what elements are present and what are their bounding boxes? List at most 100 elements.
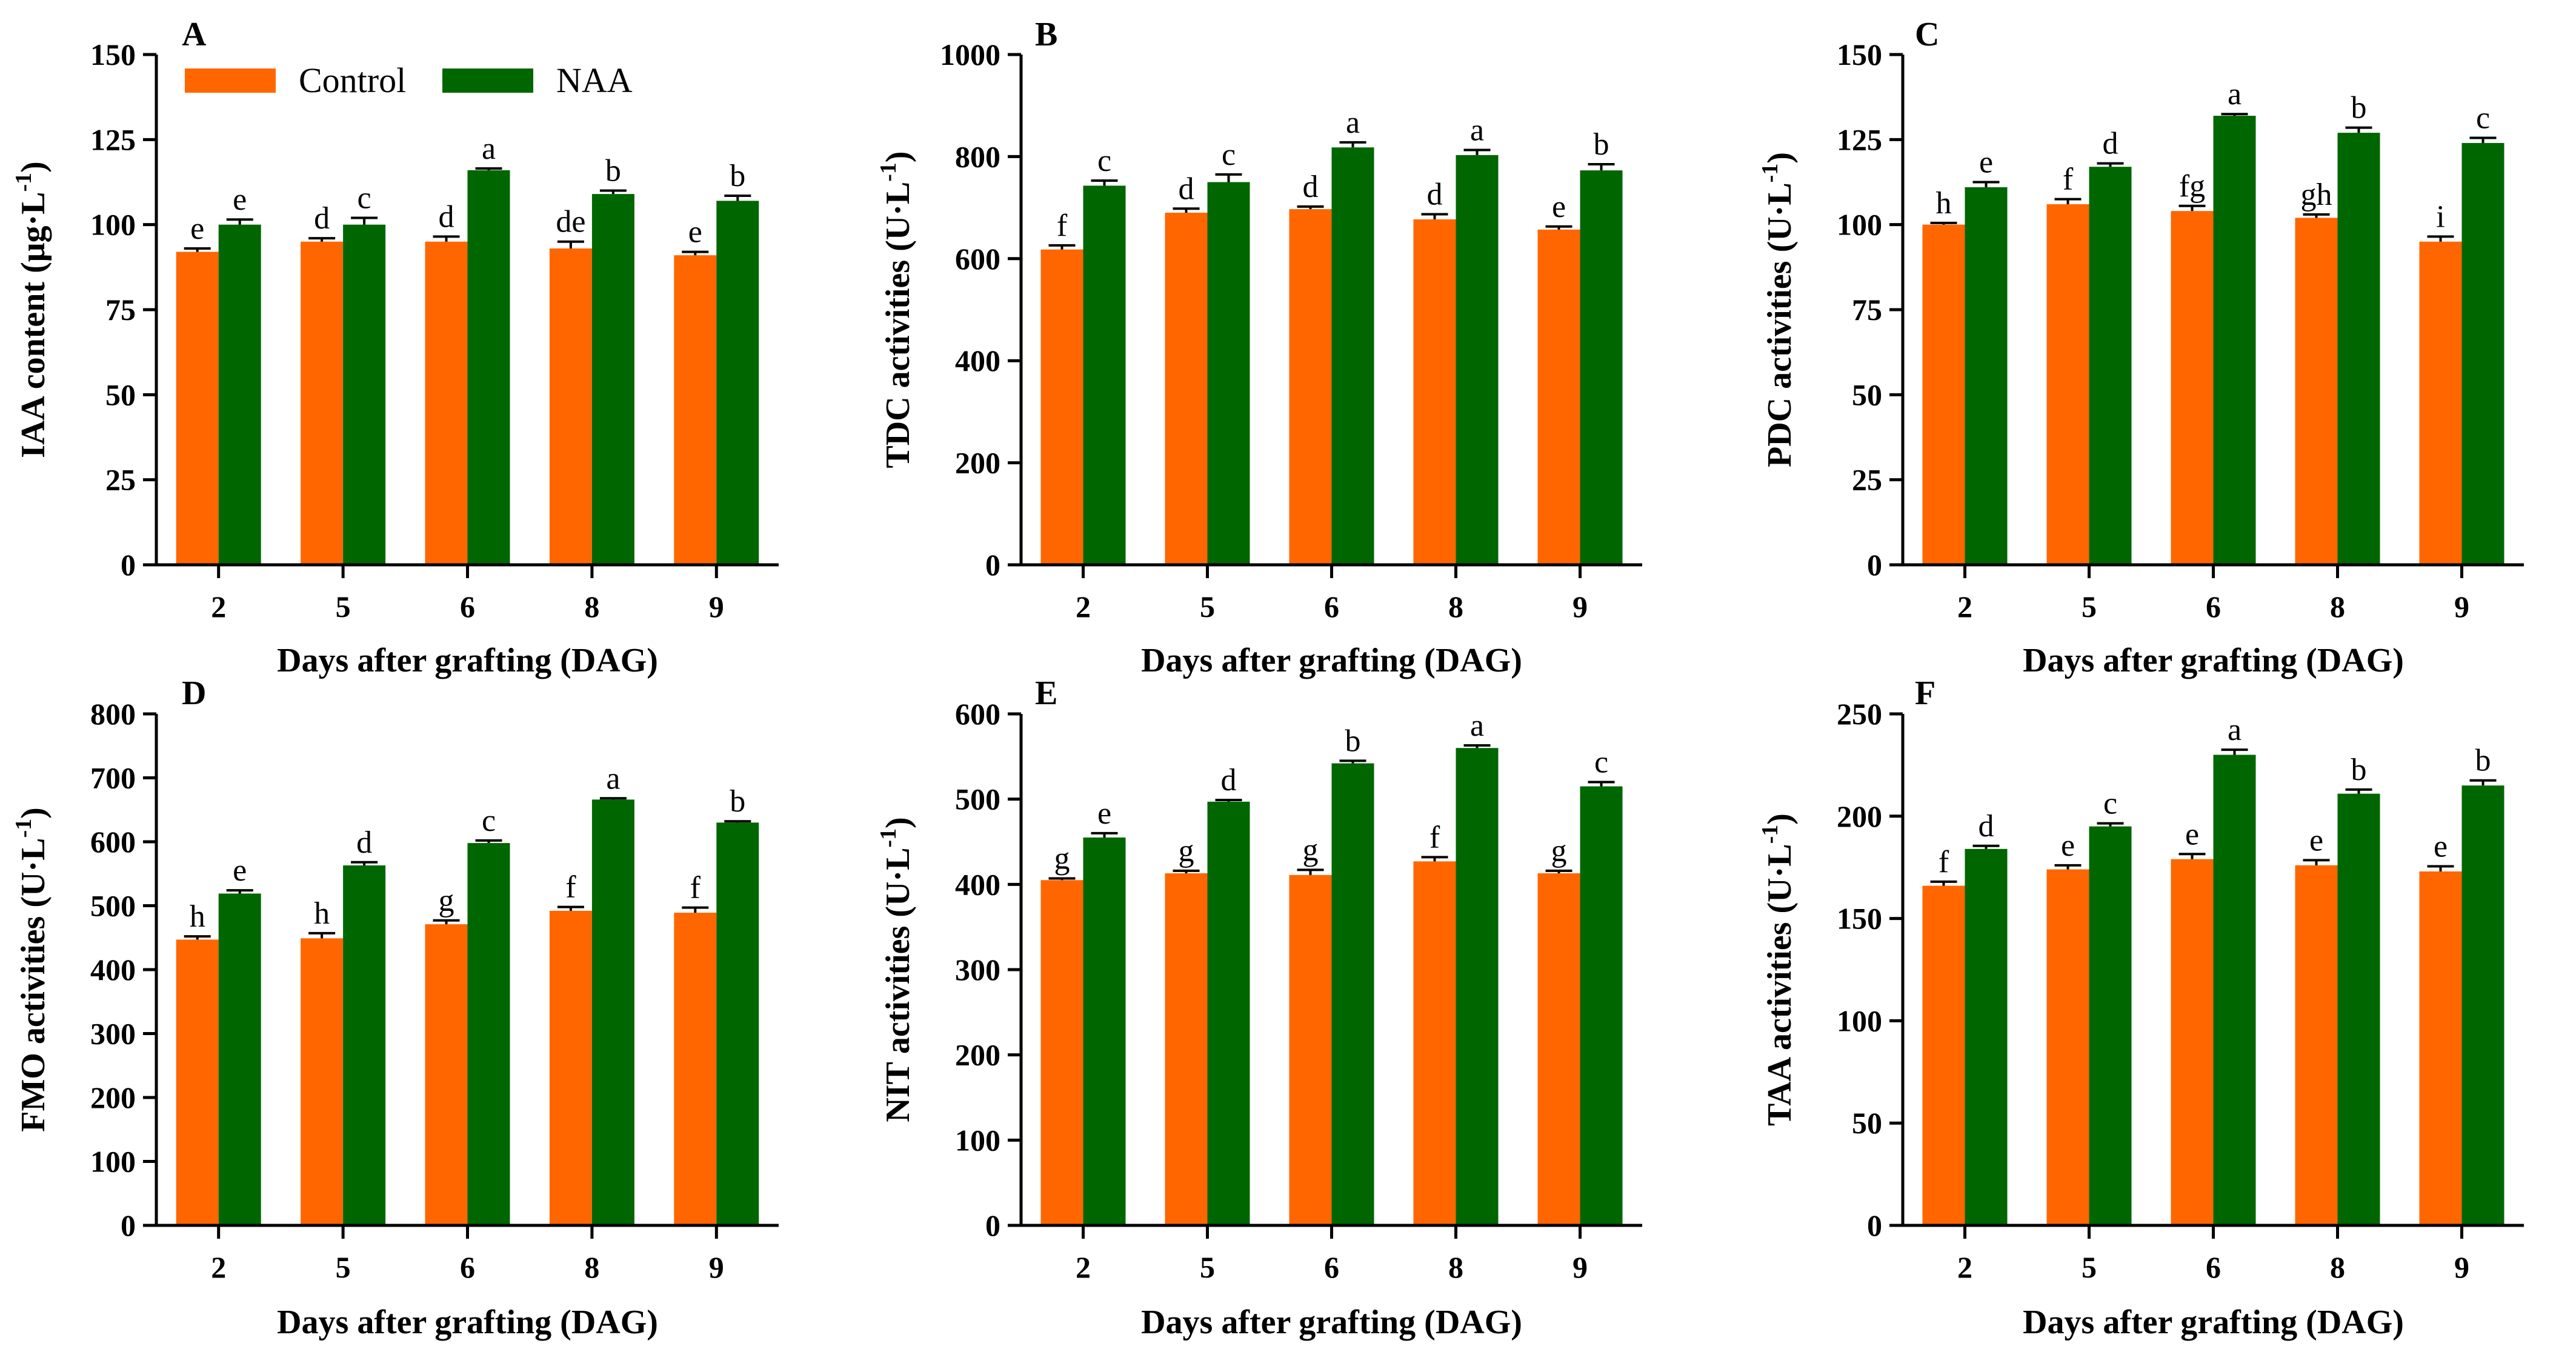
significance-letter-control-5: h xyxy=(314,896,330,931)
panel-letter: F xyxy=(1915,674,1935,712)
significance-letter-naa-6: b xyxy=(1345,724,1361,758)
significance-letter-naa-2: e xyxy=(1979,145,1993,180)
legend-swatch-naa xyxy=(442,68,533,93)
bar-control-9 xyxy=(1537,873,1580,1225)
bar-naa-5 xyxy=(1207,182,1250,565)
x-tick-label: 9 xyxy=(2454,590,2469,624)
bar-naa-5 xyxy=(343,865,386,1225)
legend-label-control: Control xyxy=(299,61,406,100)
significance-letter-control-2: h xyxy=(190,899,205,934)
significance-letter-naa-6: a xyxy=(2228,77,2242,112)
y-tick-label: 100 xyxy=(1837,1004,1882,1038)
bar-naa-8 xyxy=(2337,793,2380,1225)
significance-letter-control-6: e xyxy=(2185,817,2199,851)
significance-letter-control-6: d xyxy=(1303,170,1319,204)
bar-naa-5 xyxy=(1207,801,1250,1225)
bar-naa-8 xyxy=(1456,155,1499,565)
x-tick-label: 9 xyxy=(2454,1250,2469,1284)
x-tick-label: 6 xyxy=(460,590,475,624)
chart-panel-f: f e e e e d c a b b 0 50 100 150 200 250 2 5 6 8 9 Days after… xyxy=(1757,674,2524,1341)
y-tick-label: 25 xyxy=(1852,463,1882,497)
panel-letter: E xyxy=(1035,674,1057,712)
significance-letter-naa-9: b xyxy=(1594,127,1609,162)
significance-letter-control-8: f xyxy=(565,870,576,905)
chart-panel-d: h h g f f e d c a b 0 100 200 300 400 500 600 700 800 2 5 6 8 9… xyxy=(11,674,779,1341)
legend: Control NAA xyxy=(185,61,633,100)
x-axis-title: Days after grafting (DAG) xyxy=(277,1304,658,1341)
bar-control-2 xyxy=(1922,885,1965,1225)
bar-control-6 xyxy=(425,241,468,565)
y-tick-label: 150 xyxy=(1837,38,1882,72)
significance-letter-control-8: e xyxy=(2309,823,2323,858)
y-tick-label: 0 xyxy=(1867,548,1882,582)
bar-control-9 xyxy=(674,255,717,565)
significance-letter-naa-2: e xyxy=(233,853,247,888)
bar-control-5 xyxy=(301,938,344,1225)
x-tick-label: 6 xyxy=(1324,1250,1339,1284)
y-tick-label: 200 xyxy=(955,446,1000,480)
significance-letter-control-9: e xyxy=(688,215,702,250)
y-tick-label: 200 xyxy=(955,1038,1000,1072)
x-tick-label: 5 xyxy=(336,590,351,624)
x-tick-label: 8 xyxy=(1448,1250,1463,1284)
significance-letter-naa-6: a xyxy=(482,132,496,166)
y-axis-title: PDC activities (U·L-1) xyxy=(1757,152,1799,467)
y-tick-label: 250 xyxy=(1837,697,1882,731)
y-axis-title: TAA activities (U·L-1) xyxy=(1757,813,1799,1126)
x-tick-label: 5 xyxy=(2082,590,2097,624)
bar-naa-6 xyxy=(2213,116,2256,565)
y-tick-label: 100 xyxy=(955,1123,1000,1157)
y-tick-label: 0 xyxy=(1867,1208,1882,1242)
significance-letter-naa-9: b xyxy=(2475,744,2491,778)
x-tick-label: 6 xyxy=(1324,590,1339,624)
significance-letter-control-2: g xyxy=(1054,841,1070,876)
significance-letter-naa-8: a xyxy=(606,761,620,796)
bar-naa-2 xyxy=(218,893,261,1225)
panel-letter: D xyxy=(182,674,206,712)
bar-naa-2 xyxy=(1965,187,2008,565)
bar-control-2 xyxy=(176,251,219,565)
significance-letter-naa-5: c xyxy=(2103,787,2117,821)
significance-letter-naa-2: c xyxy=(1097,144,1111,178)
y-tick-label: 75 xyxy=(1852,293,1882,327)
significance-letter-control-5: g xyxy=(1179,834,1194,868)
significance-letter-control-5: d xyxy=(314,201,330,236)
x-tick-label: 2 xyxy=(1076,590,1091,624)
significance-letter-naa-9: c xyxy=(2476,101,2490,136)
significance-letter-control-9: i xyxy=(2436,199,2445,234)
bar-naa-6 xyxy=(467,843,510,1225)
y-tick-label: 500 xyxy=(90,889,136,923)
significance-letter-naa-6: a xyxy=(2228,713,2242,747)
y-tick-label: 500 xyxy=(955,782,1000,816)
y-tick-label: 150 xyxy=(90,38,136,72)
significance-letter-naa-5: c xyxy=(358,181,371,215)
bar-naa-6 xyxy=(1331,147,1374,565)
bar-control-6 xyxy=(425,924,468,1225)
x-tick-label: 2 xyxy=(211,590,226,624)
y-tick-label: 0 xyxy=(121,1208,136,1242)
bar-naa-2 xyxy=(1083,185,1126,565)
bar-naa-8 xyxy=(1456,748,1499,1225)
y-axis-title: NIT activities (U·L-1) xyxy=(876,817,917,1122)
significance-letter-control-9: g xyxy=(1551,834,1567,868)
x-tick-label: 2 xyxy=(1957,1250,1972,1284)
significance-letter-control-9: e xyxy=(2434,830,2448,864)
x-tick-label: 6 xyxy=(2206,1250,2221,1284)
significance-letter-control-9: f xyxy=(690,871,701,905)
significance-letter-control-8: f xyxy=(1429,820,1440,854)
x-tick-label: 9 xyxy=(709,1250,724,1284)
bar-naa-6 xyxy=(2213,754,2256,1225)
bar-naa-9 xyxy=(716,201,759,565)
significance-letter-control-5: f xyxy=(2063,162,2074,197)
significance-letter-naa-9: b xyxy=(730,159,745,193)
bar-naa-8 xyxy=(2337,133,2380,565)
y-tick-label: 0 xyxy=(985,548,1000,582)
x-tick-label: 9 xyxy=(709,590,724,624)
x-tick-label: 2 xyxy=(1957,590,1972,624)
bar-naa-5 xyxy=(343,224,386,565)
bar-control-8 xyxy=(1413,861,1456,1225)
y-tick-label: 600 xyxy=(955,697,1000,731)
x-tick-label: 8 xyxy=(2330,1250,2345,1284)
y-tick-label: 300 xyxy=(90,1017,136,1051)
